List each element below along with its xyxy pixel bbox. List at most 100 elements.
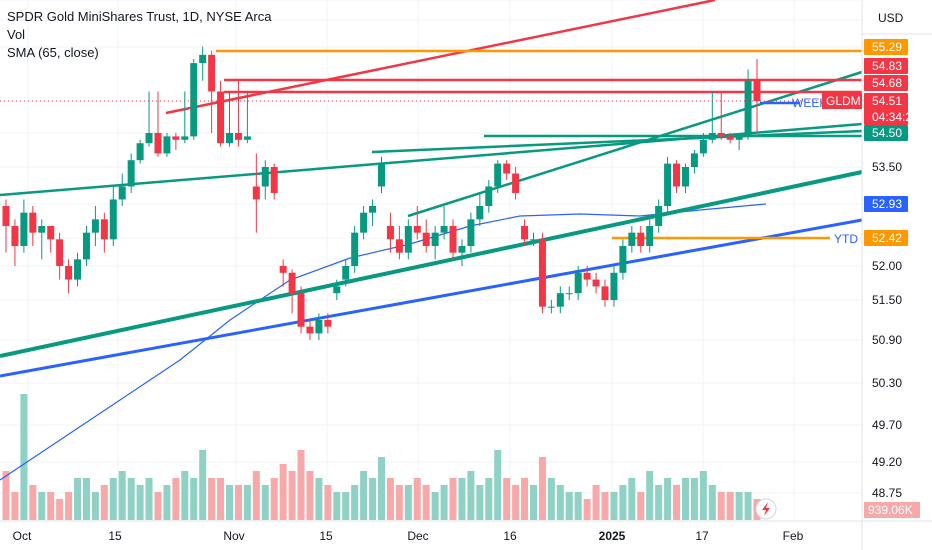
candle-body: [91, 219, 99, 233]
symbol-label: GLDM: [826, 94, 861, 108]
candle-body: [297, 293, 305, 327]
candle-body: [556, 293, 564, 307]
volume-bar: [56, 499, 64, 520]
volume-bar: [297, 450, 305, 520]
volume-bar: [315, 478, 323, 520]
candle-body: [449, 226, 457, 253]
candle-body: [288, 272, 296, 294]
trendline-red[interactable]: [165, 0, 716, 115]
candle-body: [378, 163, 385, 187]
candle-body: [664, 163, 672, 206]
candle-body: [619, 246, 627, 273]
candle-body: [673, 163, 681, 187]
volume-bar: [681, 478, 689, 520]
sma-line: [0, 203, 767, 481]
candle-body: [646, 226, 654, 246]
x-tick-label: 17: [695, 529, 709, 543]
volume-bar: [664, 478, 672, 520]
trendline-green-lower[interactable]: [0, 170, 863, 358]
volume-bar: [431, 492, 439, 520]
candle-body: [422, 232, 430, 246]
volume-bar: [217, 478, 225, 520]
x-tick-label: Nov: [223, 529, 244, 543]
candle-body: [512, 173, 520, 193]
volume-bar: [360, 471, 368, 520]
volume-bar: [628, 478, 636, 520]
volume-bar: [252, 471, 260, 520]
candle-body: [440, 226, 448, 233]
price-tag-label: 54.83: [872, 59, 902, 73]
volume-bar: [369, 478, 377, 520]
price-tag-label: 55.29: [872, 40, 902, 54]
trendline-blue[interactable]: [0, 218, 863, 378]
volume-bar: [655, 485, 663, 520]
ytd-label: YTD: [834, 232, 858, 246]
candle-body: [38, 226, 46, 233]
currency-label[interactable]: USD: [878, 11, 904, 25]
x-tick-label: 2025: [599, 529, 626, 543]
candle-body: [190, 63, 198, 137]
y-tick-label: 50.30: [872, 376, 902, 390]
volume-bar: [494, 450, 502, 520]
volume-bar: [378, 457, 385, 520]
volume-bar: [324, 485, 332, 520]
sma-label: SMA (65, close): [7, 45, 99, 60]
y-tick-label: 51.50: [872, 293, 902, 307]
candle-body: [109, 199, 117, 240]
volume-bar: [610, 492, 618, 520]
volume-bar: [476, 485, 484, 520]
week-label: WEEK: [792, 96, 827, 110]
volume-bar: [601, 492, 609, 520]
candle-body: [226, 133, 234, 144]
volume-bar: [199, 450, 207, 520]
volume-bar: [127, 478, 135, 520]
volume-bar: [109, 478, 117, 520]
price-tag: [864, 58, 908, 74]
candle-body: [74, 259, 82, 280]
candle-body: [431, 232, 439, 246]
candle-body: [565, 293, 573, 295]
price-tag: [864, 125, 908, 141]
volume-tag-label: 939.06K: [868, 503, 913, 517]
volume-bar: [404, 485, 412, 520]
trendline-green-rising[interactable]: [407, 70, 863, 218]
volume-bar: [190, 478, 198, 520]
candle-body: [521, 226, 529, 240]
candle-body: [503, 163, 511, 174]
volume-bar: [118, 471, 126, 520]
candle-body: [270, 167, 278, 193]
trendline-green-mid[interactable]: [371, 129, 863, 154]
candle-body: [681, 167, 689, 187]
volume-bar: [208, 478, 216, 520]
x-tick-label: 15: [319, 529, 333, 543]
volume-bar: [386, 478, 394, 520]
candle-body: [628, 232, 636, 246]
flash-icon-glyph: [762, 502, 770, 516]
volume-bar: [503, 478, 511, 520]
candle-body: [637, 232, 645, 246]
chart-title: SPDR Gold MiniShares Trust, 1D, NYSE Arc…: [7, 9, 272, 24]
volume-bar: [547, 478, 555, 520]
candle-body: [395, 239, 403, 253]
volume-bar: [342, 492, 350, 520]
candle-body: [699, 139, 707, 154]
volume-bar: [154, 492, 162, 520]
volume-bar: [529, 485, 537, 520]
candle-body: [154, 133, 162, 154]
candle-body: [118, 186, 126, 200]
candle-body: [65, 266, 73, 280]
candle-body: [279, 266, 287, 273]
volume-bar: [136, 485, 144, 520]
candle-body: [726, 136, 734, 140]
candle-body: [243, 136, 251, 140]
volume-bar: [646, 471, 654, 520]
x-tick-label: 15: [108, 529, 122, 543]
volume-bar: [673, 485, 681, 520]
candle-body: [610, 272, 618, 300]
y-tick-label: 50.90: [872, 333, 902, 347]
volume-bar: [574, 492, 582, 520]
candle-body: [324, 320, 332, 327]
candle-body: [467, 219, 475, 246]
candle-body: [476, 206, 484, 220]
